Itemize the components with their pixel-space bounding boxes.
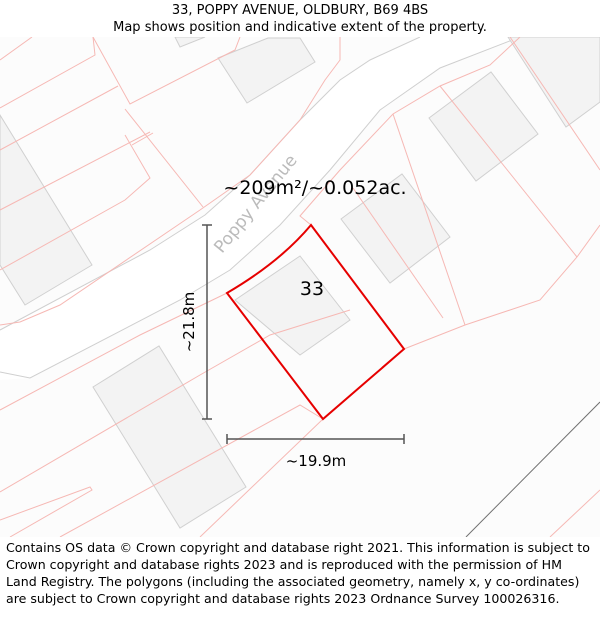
property-number-label: 33 [300, 278, 324, 300]
width-measure-label: ~19.9m [286, 452, 347, 470]
building [92, 345, 247, 529]
parcel-boundaries [0, 37, 600, 537]
map-header: 33, POPPY AVENUE, OLDBURY, B69 4BS Map s… [0, 0, 600, 37]
height-measure-label: ~21.8m [180, 292, 198, 353]
property-outline[interactable] [225, 223, 406, 421]
road-edge-south [0, 37, 521, 379]
map-canvas[interactable]: Poppy Avenue ~209m²/~0.052ac. 33 ~21.8m … [0, 37, 600, 537]
building [217, 37, 316, 104]
boundary-line [465, 401, 600, 537]
address-title: 33, POPPY AVENUE, OLDBURY, B69 4BS [171, 3, 429, 18]
height-measure [202, 224, 212, 420]
area-label: ~209m²/~0.052ac. [223, 177, 406, 199]
attribution-footer: Contains OS data © Crown copyright and d… [6, 540, 590, 606]
width-measure [226, 434, 405, 444]
buildings [0, 37, 600, 529]
building [507, 37, 600, 128]
building [428, 71, 539, 182]
building [174, 37, 206, 48]
map-subtitle: Map shows position and indicative extent… [113, 20, 487, 35]
building [234, 255, 351, 356]
road-surface [0, 37, 520, 380]
